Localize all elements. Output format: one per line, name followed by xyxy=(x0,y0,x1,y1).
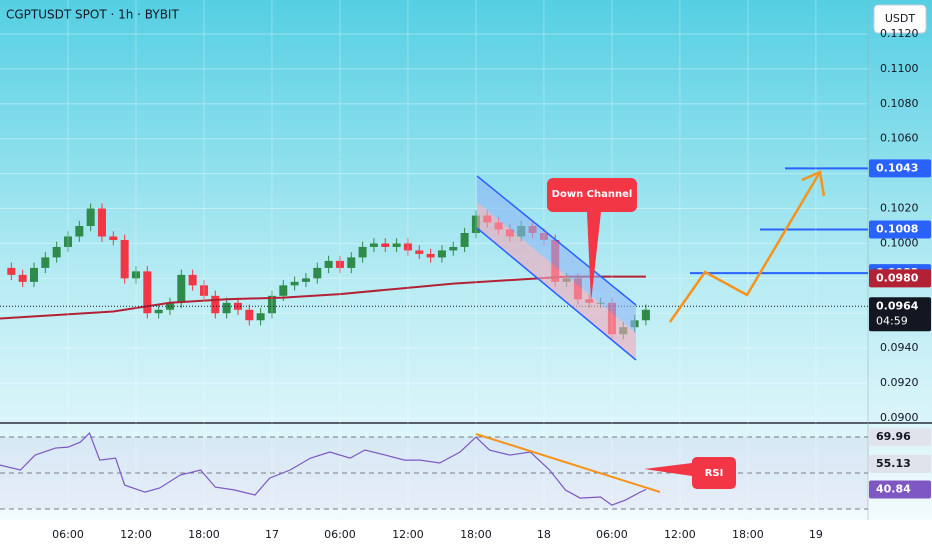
candle-body xyxy=(279,285,288,296)
x-tick-label: 06:00 xyxy=(52,528,84,541)
candle-body xyxy=(267,295,276,314)
y-tick-label: 0.1080 xyxy=(880,97,919,110)
candle-body xyxy=(120,239,129,279)
price-label-bg xyxy=(869,297,931,332)
candle-body xyxy=(426,253,435,258)
x-tick-label: 18:00 xyxy=(732,528,764,541)
price-label-bg xyxy=(869,454,931,473)
y-tick-label: 0.0940 xyxy=(880,341,919,354)
channel-line xyxy=(476,175,637,306)
y-tick-label: 0.1060 xyxy=(880,132,919,145)
candle-body xyxy=(7,267,16,275)
candle-body xyxy=(449,246,458,251)
background xyxy=(0,0,932,520)
chart-title: CGPTUSDT SPOT · 1h · BYBIT xyxy=(6,8,179,22)
candle-body xyxy=(211,295,220,314)
candle-body xyxy=(245,309,254,321)
candle-body xyxy=(471,215,480,233)
candle-body xyxy=(199,285,208,296)
candle-body xyxy=(369,243,378,247)
x-tick-label: 18 xyxy=(537,528,551,541)
candle-body xyxy=(381,243,390,247)
candle-body xyxy=(460,232,469,247)
candle-body xyxy=(97,208,106,237)
candle-body xyxy=(324,260,333,268)
candle-body xyxy=(313,267,322,279)
x-tick-label: 18:00 xyxy=(460,528,492,541)
candle-body xyxy=(392,243,401,247)
callout-text: RSI xyxy=(705,468,724,479)
candle-body xyxy=(415,250,424,254)
x-tick-label: 19 xyxy=(809,528,823,541)
candle-body xyxy=(86,208,95,227)
candle-body xyxy=(358,246,367,258)
y-tick-label: 0.1100 xyxy=(880,62,919,75)
y-tick-label: 0.1000 xyxy=(880,236,919,249)
x-tick-label: 18:00 xyxy=(188,528,220,541)
x-tick-label: 17 xyxy=(265,528,279,541)
candle-body xyxy=(63,236,72,247)
currency-label[interactable]: USDT xyxy=(885,12,916,25)
price-label: 0.1008 xyxy=(876,222,918,235)
y-tick-label: 0.1120 xyxy=(880,27,919,40)
price-label: 0.1043 xyxy=(876,161,918,174)
price-label-bg xyxy=(869,159,931,178)
x-tick-label: 12:00 xyxy=(664,528,696,541)
currency-button[interactable] xyxy=(873,4,927,34)
price-label: 40.84 xyxy=(876,483,911,496)
callout-text: Down Channel xyxy=(552,189,633,200)
candle-body xyxy=(41,257,50,268)
channel-upper xyxy=(477,176,636,333)
rsi-line xyxy=(0,432,647,506)
candle-body xyxy=(109,236,118,240)
candle-body xyxy=(222,302,231,314)
price-label-bg xyxy=(869,269,931,288)
candle-body xyxy=(52,246,61,258)
projection-arrow xyxy=(801,170,826,197)
candle-body xyxy=(75,226,84,237)
moving-average xyxy=(0,275,646,320)
x-tick-label: 12:00 xyxy=(120,528,152,541)
price-label: 0.0964 xyxy=(876,299,919,312)
y-tick-label: 0.1020 xyxy=(880,202,919,215)
candle-body xyxy=(301,278,310,282)
candle-body xyxy=(188,274,197,286)
callout xyxy=(644,456,736,489)
candle-body xyxy=(29,267,38,282)
candle-body xyxy=(335,260,344,268)
price-label: 55.13 xyxy=(876,457,911,470)
callout xyxy=(547,178,637,302)
price-label: 69.96 xyxy=(876,430,911,443)
rsi-trendline xyxy=(475,433,661,493)
x-tick-label: 12:00 xyxy=(392,528,424,541)
y-tick-label: 0.0920 xyxy=(880,376,919,389)
candle-body xyxy=(143,271,152,314)
price-label-bg xyxy=(869,480,931,499)
candle-body xyxy=(131,271,140,279)
x-tick-label: 06:00 xyxy=(596,528,628,541)
candle-body xyxy=(18,274,27,282)
candle-body xyxy=(641,309,650,321)
price-label: 0.0980 xyxy=(876,271,919,284)
projection xyxy=(668,171,822,323)
candle-body xyxy=(256,313,265,321)
candle-body xyxy=(347,257,356,268)
channel-line xyxy=(476,227,637,361)
candle-body xyxy=(154,309,163,314)
time-axis-bg xyxy=(0,520,932,550)
candle-body xyxy=(290,281,299,286)
y-tick-label: 0.0900 xyxy=(880,411,919,424)
candle-body xyxy=(177,274,186,303)
channel-lower xyxy=(477,202,636,360)
candle-body xyxy=(165,302,174,310)
price-label-bg xyxy=(869,428,931,447)
candle-body xyxy=(403,243,412,251)
price-label-bg xyxy=(869,220,931,239)
x-tick-label: 06:00 xyxy=(324,528,356,541)
candle-body xyxy=(437,250,446,258)
countdown: 04:59 xyxy=(876,314,908,327)
